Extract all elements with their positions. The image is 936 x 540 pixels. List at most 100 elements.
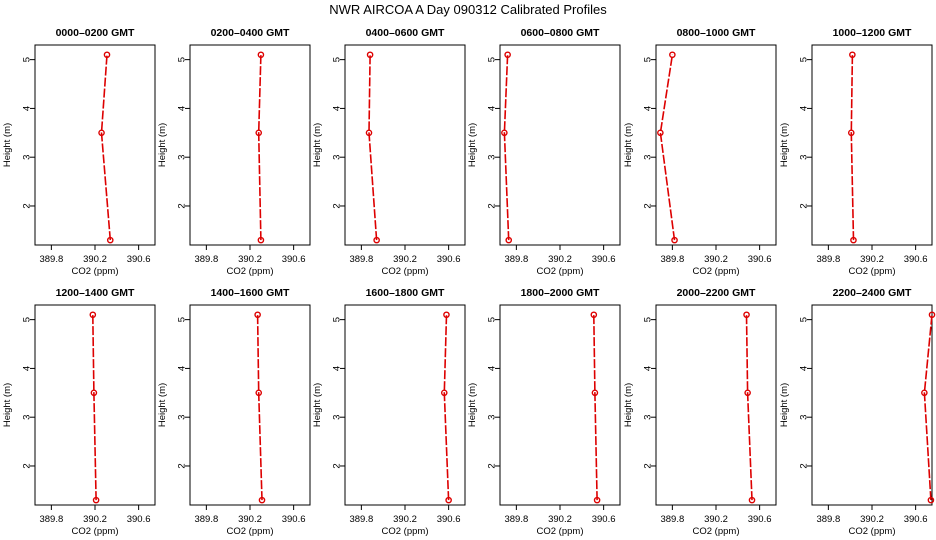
x-axis-label: CO2 (ppm) [693,526,740,537]
y-tick-label: 5 [486,57,497,62]
y-tick-label: 4 [331,106,342,111]
y-tick-label: 2 [21,463,32,468]
panel-title: 0800–1000 GMT [677,27,756,39]
profile-point [657,129,664,137]
profile-point [89,311,97,319]
x-tick-label: 390.6 [904,514,928,525]
profile-panel: 1000–1200 GMT 389.8 390.2 390.6 2 3 4 5 CO2 (ppm… [779,27,933,277]
x-tick-label: 390.2 [704,254,728,265]
profile-point [744,389,751,397]
x-tick-label: 390.2 [83,254,107,265]
profile-point [106,236,114,244]
profile-line [257,54,262,241]
y-tick-label: 5 [798,57,809,62]
profile-panel: 2200–2400 GMT 389.8 390.2 390.6 2 3 4 5 CO2 (ppm… [779,287,936,537]
profile-line [443,314,450,501]
y-tick-label: 3 [798,155,809,160]
profile-point [255,129,263,137]
profile-point [505,236,513,244]
x-tick-label: 390.6 [748,254,772,265]
x-tick-label: 389.8 [349,514,373,525]
profile-line [745,314,753,501]
profile-line [256,314,263,501]
y-tick-label: 5 [331,317,342,322]
profile-point [593,496,601,504]
profile-point [504,51,511,59]
y-axis-label: Height (m) [157,383,168,427]
x-tick-label: 390.2 [704,514,728,525]
profile-panel: 0600–0800 GMT 389.8 390.2 390.6 2 3 4 5 CO2 (ppm… [467,27,621,277]
x-tick-label: 390.2 [860,514,884,525]
y-tick-label: 5 [176,317,187,322]
profile-panel: 0000–0200 GMT 389.8 390.2 390.6 2 3 4 5 CO2 (ppm… [2,27,156,277]
profile-point [255,389,263,397]
profile-point [671,236,678,244]
profile-point [850,236,857,244]
x-tick-label: 390.6 [282,514,306,525]
x-tick-label: 389.8 [39,254,63,265]
x-axis-label: CO2 (ppm) [72,526,119,537]
figure-title: NWR AIRCOA A Day 090312 Calibrated Profi… [329,2,607,17]
panel-title: 0200–0400 GMT [211,27,290,39]
y-tick-label: 5 [331,57,342,62]
y-tick-label: 3 [798,415,809,420]
x-axis-label: CO2 (ppm) [227,526,274,537]
y-tick-label: 5 [798,317,809,322]
plot-frame [189,44,311,246]
y-tick-label: 4 [798,366,809,371]
panel-title: 0400–0600 GMT [366,27,445,39]
x-tick-label: 390.6 [592,254,616,265]
y-axis-label: Height (m) [779,383,790,427]
y-tick-label: 4 [176,106,187,111]
x-tick-label: 389.8 [194,254,218,265]
panel-title: 1400–1600 GMT [211,287,290,299]
panel-title: 2000–2200 GMT [677,287,756,299]
profile-point [98,129,105,137]
profile-point [257,51,265,59]
y-tick-label: 5 [21,317,32,322]
x-tick-label: 390.2 [548,514,572,525]
y-tick-label: 5 [21,57,32,62]
y-axis-label: Height (m) [2,383,13,427]
y-tick-label: 2 [486,203,497,208]
panel-title: 2200–2400 GMT [833,287,912,299]
x-tick-label: 390.6 [748,514,772,525]
y-tick-label: 4 [486,106,497,111]
y-tick-label: 3 [21,155,32,160]
y-axis-label: Height (m) [2,123,13,167]
plot-frame [189,304,311,506]
x-tick-label: 389.8 [39,514,63,525]
profile-point [365,129,373,137]
profile-line [100,54,112,241]
profile-point [743,311,750,319]
y-tick-label: 2 [486,463,497,468]
panel-title: 1200–1400 GMT [56,287,135,299]
profile-panel: 2000–2200 GMT 389.8 390.2 390.6 2 3 4 5 CO2 (ppm… [623,287,777,537]
y-tick-label: 3 [331,415,342,420]
plot-frame [34,44,156,246]
profile-panel: 1400–1600 GMT 389.8 390.2 390.6 2 3 4 5 CO2 (ppm… [157,287,311,537]
y-tick-label: 3 [642,415,653,420]
x-tick-label: 390.6 [592,514,616,525]
profile-line [850,54,855,241]
panel-title: 0600–0800 GMT [521,27,600,39]
y-tick-label: 2 [176,463,187,468]
profile-point [590,311,598,319]
profile-point [927,496,935,504]
y-tick-label: 3 [331,155,342,160]
profile-panel: 1600–1800 GMT 389.8 390.2 390.6 2 3 4 5 CO2 (ppm… [312,287,466,537]
panel-title: 1800–2000 GMT [521,287,600,299]
profile-point [501,129,508,137]
y-tick-label: 4 [642,106,653,111]
profile-line [92,314,97,501]
profile-point [849,51,856,59]
x-axis-label: CO2 (ppm) [227,266,274,277]
profile-point [440,389,448,397]
y-tick-label: 2 [331,463,342,468]
profile-panel: 1200–1400 GMT 389.8 390.2 390.6 2 3 4 5 CO2 (ppm… [2,287,156,537]
plot-frame [811,44,933,246]
x-tick-label: 390.6 [127,254,151,265]
profile-point [928,311,936,319]
y-tick-label: 4 [176,366,187,371]
profile-point [92,496,100,504]
